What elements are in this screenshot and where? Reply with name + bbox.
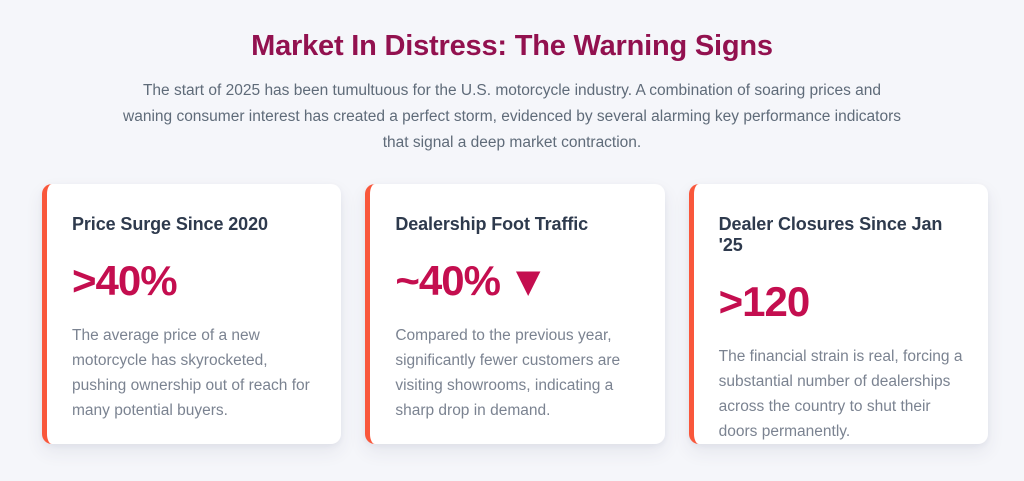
card-description: The average price of a new motorcycle ha… [72,327,310,420]
stat-value: >120 [718,278,811,326]
stat-cards-row: Price Surge Since 2020 >40% The average … [0,184,1024,445]
stat-card-price-surge: Price Surge Since 2020 >40% The average … [42,184,342,445]
section-header: Market In Distress: The Warning Signs Th… [0,0,1024,156]
card-description: Compared to the previous year, significa… [395,327,621,420]
card-description: The financial strain is real, forcing a … [718,348,963,441]
stat-row: >40% [72,257,317,305]
stat-value: ~40% [395,257,501,305]
page-subtitle: The start of 2025 has been tumultuous fo… [123,82,901,152]
down-triangle-icon: ▼ [515,262,541,301]
stat-card-foot-traffic: Dealership Foot Traffic ~40% ▼ Compared t… [365,184,665,445]
stat-value: >40% [72,257,178,305]
card-heading: Dealer Closures Since Jan '25 [718,214,943,256]
stat-row: >120 [718,278,964,326]
card-heading: Price Surge Since 2020 [72,214,268,235]
page-title: Market In Distress: The Warning Signs [251,30,773,62]
card-heading: Dealership Foot Traffic [395,214,589,235]
stat-row: ~40% ▼ [395,257,640,305]
stat-card-dealer-closures: Dealer Closures Since Jan '25 >120 The f… [688,184,988,445]
